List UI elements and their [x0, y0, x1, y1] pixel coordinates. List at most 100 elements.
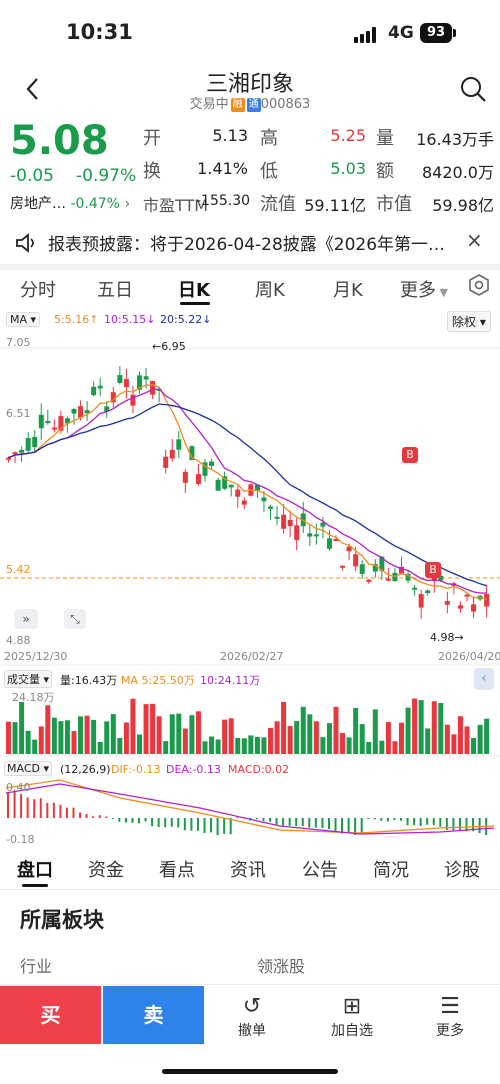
candle-body: [12, 452, 18, 455]
macd-params: (12,26,9): [60, 763, 111, 776]
macd-bar: [196, 818, 199, 831]
sell-button[interactable]: 卖: [103, 986, 204, 1044]
tab-more[interactable]: 更多 ▼: [400, 276, 448, 302]
candle-body: [438, 575, 444, 581]
macd-bar: [7, 792, 9, 818]
candle-body: [182, 471, 188, 483]
tab-profile[interactable]: 简况: [373, 860, 409, 881]
y-label-current: 5.42: [6, 563, 31, 576]
candle-body: [418, 594, 424, 608]
volume-bar: [484, 718, 490, 754]
fullscreen-button[interactable]: ⤡: [64, 609, 86, 629]
network-type: 4G: [388, 23, 414, 43]
tab-funds[interactable]: 资金: [88, 860, 124, 881]
tab-weekly-k[interactable]: 周K: [255, 280, 285, 301]
volume-indicator-selector[interactable]: 成交量 ▾: [4, 670, 53, 688]
collapse-panel-button[interactable]: ‹: [474, 668, 494, 690]
candle-body: [484, 593, 490, 607]
price-change: -0.05: [10, 166, 54, 186]
macd-bar: [373, 818, 376, 820]
macd-bar: [282, 818, 285, 826]
more-button[interactable]: ☰ 更多: [414, 994, 486, 1040]
high-label: 高: [260, 128, 278, 149]
expand-left-button[interactable]: »: [14, 609, 38, 629]
sector-link[interactable]: 房地产… -0.47% ›: [10, 193, 130, 213]
adjust-label: 除权: [452, 315, 477, 329]
tab-five-day[interactable]: 五日: [97, 280, 133, 301]
volume-bar: [209, 736, 215, 754]
adjust-selector[interactable]: 除权 ▾: [447, 311, 491, 332]
leading-stock-label: 领涨股: [257, 957, 306, 976]
margin-tag: 融: [230, 98, 245, 112]
volume-bar: [268, 727, 273, 754]
volume-bar: [91, 719, 97, 754]
chevron-right-icon: ›: [124, 196, 131, 212]
candle-body: [45, 420, 51, 423]
pe-value: -155.30: [196, 193, 251, 209]
ma-selector[interactable]: MA ▾: [6, 312, 41, 327]
notice-bar[interactable]: 报表预披露：将于2026-04-28披露《2026年第一… ×: [0, 222, 500, 262]
macd-bar: [72, 807, 75, 818]
tab-announcements[interactable]: 公告: [302, 860, 338, 881]
volume-bar: [176, 713, 182, 754]
add-watchlist-button[interactable]: ⊞ 加自选: [314, 994, 390, 1040]
candle-body: [333, 539, 339, 542]
macd-bar: [138, 818, 140, 824]
trade-status: 交易中: [189, 97, 229, 112]
macd-bar: [426, 818, 429, 825]
volume-bar: [45, 705, 51, 754]
low-value: 5.03: [330, 159, 366, 178]
buy-button[interactable]: 买: [0, 986, 101, 1044]
candle-body: [281, 514, 287, 529]
macd-indicator-selector[interactable]: MACD ▾: [4, 761, 53, 776]
sector-pct: -0.47%: [70, 196, 120, 212]
volume-bar: [78, 716, 84, 754]
candle-body: [176, 439, 182, 450]
macd-bar: [203, 818, 206, 834]
tab-news[interactable]: 资讯: [230, 860, 266, 881]
tab-monthly-k[interactable]: 月K: [333, 280, 363, 301]
volume-bar: [477, 724, 483, 754]
sector-name: 房地产…: [10, 196, 66, 212]
tab-intraday[interactable]: 分时: [20, 280, 56, 301]
candle-body: [19, 450, 25, 453]
tab-highlights[interactable]: 看点: [159, 860, 195, 881]
max-price-value: 6.95: [161, 340, 186, 353]
volume-bar: [12, 722, 18, 754]
candle-body: [6, 457, 11, 460]
volume-bar: [359, 724, 365, 754]
macd-bar: [301, 818, 304, 826]
kline-chart[interactable]: [0, 308, 500, 848]
settings-icon: [469, 274, 489, 296]
cancel-order-button[interactable]: ↺ 撤单: [216, 994, 288, 1040]
volume-bar: [150, 703, 156, 754]
macd-indicator-label: MACD: [7, 762, 40, 775]
search-button[interactable]: [458, 74, 488, 104]
close-icon[interactable]: ×: [466, 228, 483, 252]
tab-diagnosis[interactable]: 诊股: [444, 860, 480, 881]
ma10-legend: 10:5.15↓: [104, 313, 156, 326]
macd-value: MACD:0.02: [228, 763, 290, 776]
macd-bar: [288, 818, 291, 826]
candle-body: [215, 479, 221, 491]
tab-order-book[interactable]: 盘口: [17, 860, 53, 881]
macd-bar: [393, 818, 396, 820]
candle-body: [195, 474, 201, 485]
back-button[interactable]: [18, 74, 48, 104]
macd-bar: [118, 818, 121, 822]
volume-y-top: 24.18万: [12, 691, 55, 704]
volume-bar: [202, 741, 208, 754]
macd-bar: [216, 818, 219, 836]
macd-bar: [465, 818, 468, 832]
buy-signal-marker: B: [402, 447, 418, 463]
volume-bar: [110, 714, 116, 754]
candle-body: [405, 573, 411, 581]
candle-body: [117, 375, 123, 383]
tab-daily-k[interactable]: 日K: [178, 280, 210, 301]
volume-bar: [274, 721, 280, 754]
date-mid: 2026/02/27: [220, 650, 284, 663]
candle-body: [110, 392, 116, 403]
y-label-2: 6.51: [6, 407, 31, 420]
connect-tag: 通: [246, 98, 261, 112]
settings-button[interactable]: [466, 272, 492, 303]
